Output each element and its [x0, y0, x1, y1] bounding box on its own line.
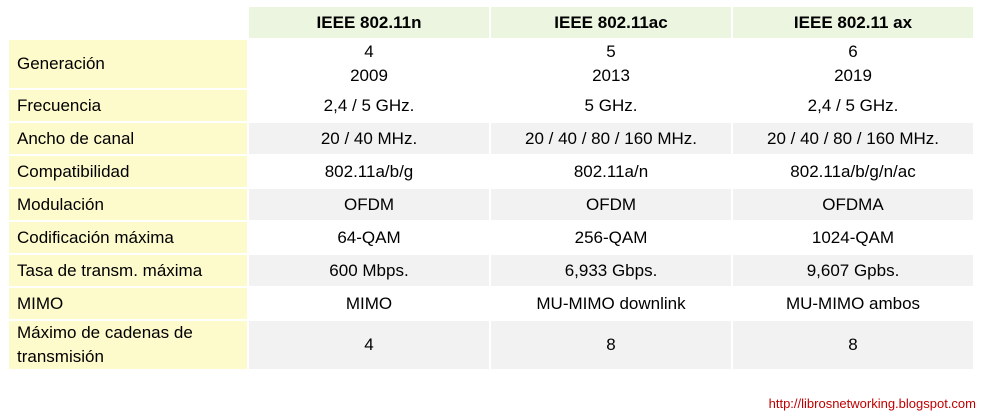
- table-row: Codificación máxima 64-QAM 256-QAM 1024-QAM: [9, 222, 973, 253]
- cell-line: 64-QAM: [337, 227, 401, 247]
- value-cell: 802.11a/n: [491, 156, 731, 187]
- value-cell: OFDM: [491, 189, 731, 220]
- value-cell: 4 2009: [249, 40, 489, 88]
- value-cell: 600 Mbps.: [249, 255, 489, 286]
- value-cell: 1024-QAM: [733, 222, 973, 253]
- table-row: Ancho de canal 20 / 40 MHz. 20 / 40 / 80 /…: [9, 123, 973, 154]
- cell-line: 2019: [834, 66, 872, 85]
- source-link[interactable]: http://librosnetworking.blogspot.com: [768, 396, 976, 411]
- row-label: Generación: [9, 40, 247, 88]
- corner-cell: [9, 7, 247, 38]
- value-cell: MIMO: [249, 288, 489, 319]
- cell-line: 600 Mbps.: [329, 260, 409, 280]
- cell-line: 8: [606, 335, 616, 354]
- value-cell: 802.11a/b/g/n/ac: [733, 156, 973, 187]
- value-cell: 2,4 / 5 GHz.: [249, 90, 489, 121]
- row-label: Máximo de cadenas de transmisión: [9, 321, 247, 369]
- header-row: IEEE 802.11n IEEE 802.11ac IEEE 802.11 ax: [9, 7, 973, 38]
- cell-line: 256-QAM: [574, 227, 648, 247]
- cell-line: 802.11a/n: [573, 161, 649, 181]
- row-label: Ancho de canal: [9, 123, 247, 154]
- cell-line: 20 / 40 MHz.: [320, 128, 418, 148]
- cell-line: OFDM: [585, 194, 637, 214]
- value-cell: 5 2013: [491, 40, 731, 88]
- cell-line: 1024-QAM: [811, 227, 895, 247]
- value-cell: 9,607 Gpbs.: [733, 255, 973, 286]
- table-row: Máximo de cadenas de transmisión 4 8 8: [9, 321, 973, 369]
- cell-line: 6,933 Gbps.: [564, 260, 658, 280]
- header-cell: IEEE 802.11ac: [491, 7, 731, 38]
- table-row: Compatibilidad 802.11a/b/g 802.11a/n 802.11…: [9, 156, 973, 187]
- value-cell: 20 / 40 / 80 / 160 MHz.: [733, 123, 973, 154]
- value-cell: 256-QAM: [491, 222, 731, 253]
- value-cell: OFDMA: [733, 189, 973, 220]
- value-cell: 6,933 Gbps.: [491, 255, 731, 286]
- value-cell: MU-MIMO downlink: [491, 288, 731, 319]
- row-label: Modulación: [9, 189, 247, 220]
- row-label: Tasa de transm. máxima: [9, 255, 247, 286]
- value-cell: 6 2019: [733, 40, 973, 88]
- value-cell: 20 / 40 / 80 / 160 MHz.: [491, 123, 731, 154]
- value-cell: 4: [249, 321, 489, 369]
- value-cell: 8: [491, 321, 731, 369]
- table-row: Frecuencia 2,4 / 5 GHz. 5 GHz. 2,4 / 5 GHz.: [9, 90, 973, 121]
- value-cell: OFDM: [249, 189, 489, 220]
- cell-line: 6: [848, 42, 858, 61]
- cell-line: 2,4 / 5 GHz.: [323, 95, 415, 115]
- row-label: MIMO: [9, 288, 247, 319]
- value-cell: 802.11a/b/g: [249, 156, 489, 187]
- cell-line: 4: [364, 42, 374, 61]
- table-row: MIMO MIMO MU-MIMO downlink MU-MIMO ambos: [9, 288, 973, 319]
- cell-line: 8: [848, 335, 858, 354]
- cell-line: 9,607 Gpbs.: [806, 260, 900, 280]
- cell-line: 20 / 40 / 80 / 160 MHz.: [525, 128, 697, 148]
- table-row: Generación 4 2009 5 2013 6 2019: [9, 40, 973, 88]
- row-label: Frecuencia: [9, 90, 247, 121]
- value-cell: MU-MIMO ambos: [733, 288, 973, 319]
- cell-line: 20 / 40 / 80 / 160 MHz.: [767, 128, 939, 148]
- cell-line: 2013: [592, 66, 630, 85]
- cell-line: OFDMA: [822, 194, 884, 214]
- row-label: Codificación máxima: [9, 222, 247, 253]
- value-cell: 64-QAM: [249, 222, 489, 253]
- header-cell: IEEE 802.11n: [249, 7, 489, 38]
- cell-line: 5 GHz.: [584, 95, 638, 115]
- comparison-table: IEEE 802.11n IEEE 802.11ac IEEE 802.11 ax G…: [7, 5, 975, 371]
- cell-line: OFDM: [343, 194, 395, 214]
- table-row: Modulación OFDM OFDM OFDMA: [9, 189, 973, 220]
- cell-line: 2,4 / 5 GHz.: [807, 95, 899, 115]
- cell-line: MIMO: [345, 293, 393, 313]
- cell-line: MU-MIMO ambos: [785, 293, 921, 313]
- cell-line: MU-MIMO downlink: [536, 293, 686, 313]
- header-cell: IEEE 802.11 ax: [733, 7, 973, 38]
- value-cell: 20 / 40 MHz.: [249, 123, 489, 154]
- cell-line: 802.11a/b/g: [324, 161, 414, 181]
- cell-line: 4: [364, 335, 374, 354]
- value-cell: 2,4 / 5 GHz.: [733, 90, 973, 121]
- cell-line: 2009: [350, 66, 388, 85]
- cell-line: 802.11a/b/g/n/ac: [790, 161, 916, 181]
- row-label: Compatibilidad: [9, 156, 247, 187]
- table-row: Tasa de transm. máxima 600 Mbps. 6,933 Gbp…: [9, 255, 973, 286]
- cell-line: 5: [606, 42, 616, 61]
- value-cell: 8: [733, 321, 973, 369]
- value-cell: 5 GHz.: [491, 90, 731, 121]
